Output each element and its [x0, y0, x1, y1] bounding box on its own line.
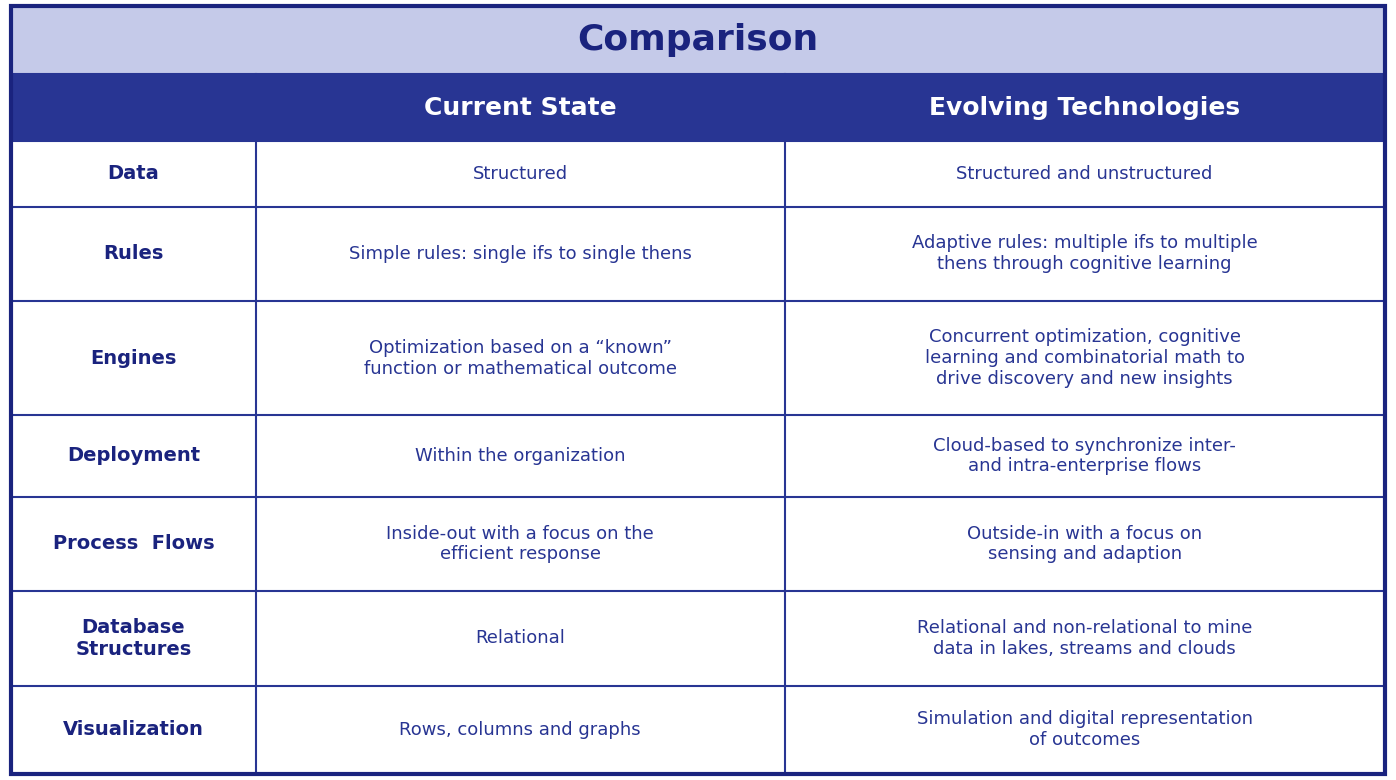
Text: Process  Flows: Process Flows — [53, 534, 214, 554]
Bar — [255, 141, 785, 207]
Text: Outside-in with a focus on
sensing and adaption: Outside-in with a focus on sensing and a… — [967, 524, 1202, 563]
Bar — [11, 301, 255, 415]
Bar — [11, 6, 1385, 74]
Bar — [11, 591, 255, 686]
Text: Data: Data — [107, 165, 159, 183]
Text: Within the organization: Within the organization — [415, 447, 625, 465]
Text: Structured: Structured — [473, 165, 568, 183]
Text: Rows, columns and graphs: Rows, columns and graphs — [399, 721, 641, 739]
Text: Current State: Current State — [424, 96, 617, 119]
Bar — [11, 74, 1385, 141]
Text: Deployment: Deployment — [67, 446, 200, 466]
Bar — [785, 591, 1385, 686]
Bar — [785, 415, 1385, 497]
Bar — [11, 207, 255, 301]
Text: Rules: Rules — [103, 244, 163, 264]
Text: Engines: Engines — [91, 349, 177, 367]
Bar — [11, 497, 255, 591]
Bar — [785, 301, 1385, 415]
Bar — [255, 415, 785, 497]
Bar — [785, 497, 1385, 591]
Text: Relational and non-relational to mine
data in lakes, streams and clouds: Relational and non-relational to mine da… — [917, 619, 1252, 658]
Bar — [255, 497, 785, 591]
Text: Database
Structures: Database Structures — [75, 618, 191, 659]
Text: Visualization: Visualization — [63, 720, 204, 739]
Text: Simple rules: single ifs to single thens: Simple rules: single ifs to single thens — [349, 245, 691, 263]
Bar — [11, 415, 255, 497]
Text: Comparison: Comparison — [578, 23, 818, 57]
Bar — [255, 591, 785, 686]
Bar — [255, 207, 785, 301]
Bar — [255, 686, 785, 774]
Text: Concurrent optimization, cognitive
learning and combinatorial math to
drive disc: Concurrent optimization, cognitive learn… — [924, 328, 1245, 388]
Bar — [255, 301, 785, 415]
Text: Inside-out with a focus on the
efficient response: Inside-out with a focus on the efficient… — [387, 524, 653, 563]
Bar — [785, 141, 1385, 207]
Text: Structured and unstructured: Structured and unstructured — [956, 165, 1213, 183]
Text: Cloud-based to synchronize inter-
and intra-enterprise flows: Cloud-based to synchronize inter- and in… — [934, 437, 1235, 475]
Text: Simulation and digital representation
of outcomes: Simulation and digital representation of… — [917, 711, 1252, 749]
Bar — [785, 686, 1385, 774]
Text: Adaptive rules: multiple ifs to multiple
thens through cognitive learning: Adaptive rules: multiple ifs to multiple… — [912, 235, 1258, 273]
Text: Relational: Relational — [475, 629, 565, 647]
Bar — [11, 141, 255, 207]
Bar — [785, 207, 1385, 301]
Text: Optimization based on a “known”
function or mathematical outcome: Optimization based on a “known” function… — [363, 339, 677, 378]
Bar — [11, 686, 255, 774]
Text: Evolving Technologies: Evolving Technologies — [930, 96, 1240, 119]
